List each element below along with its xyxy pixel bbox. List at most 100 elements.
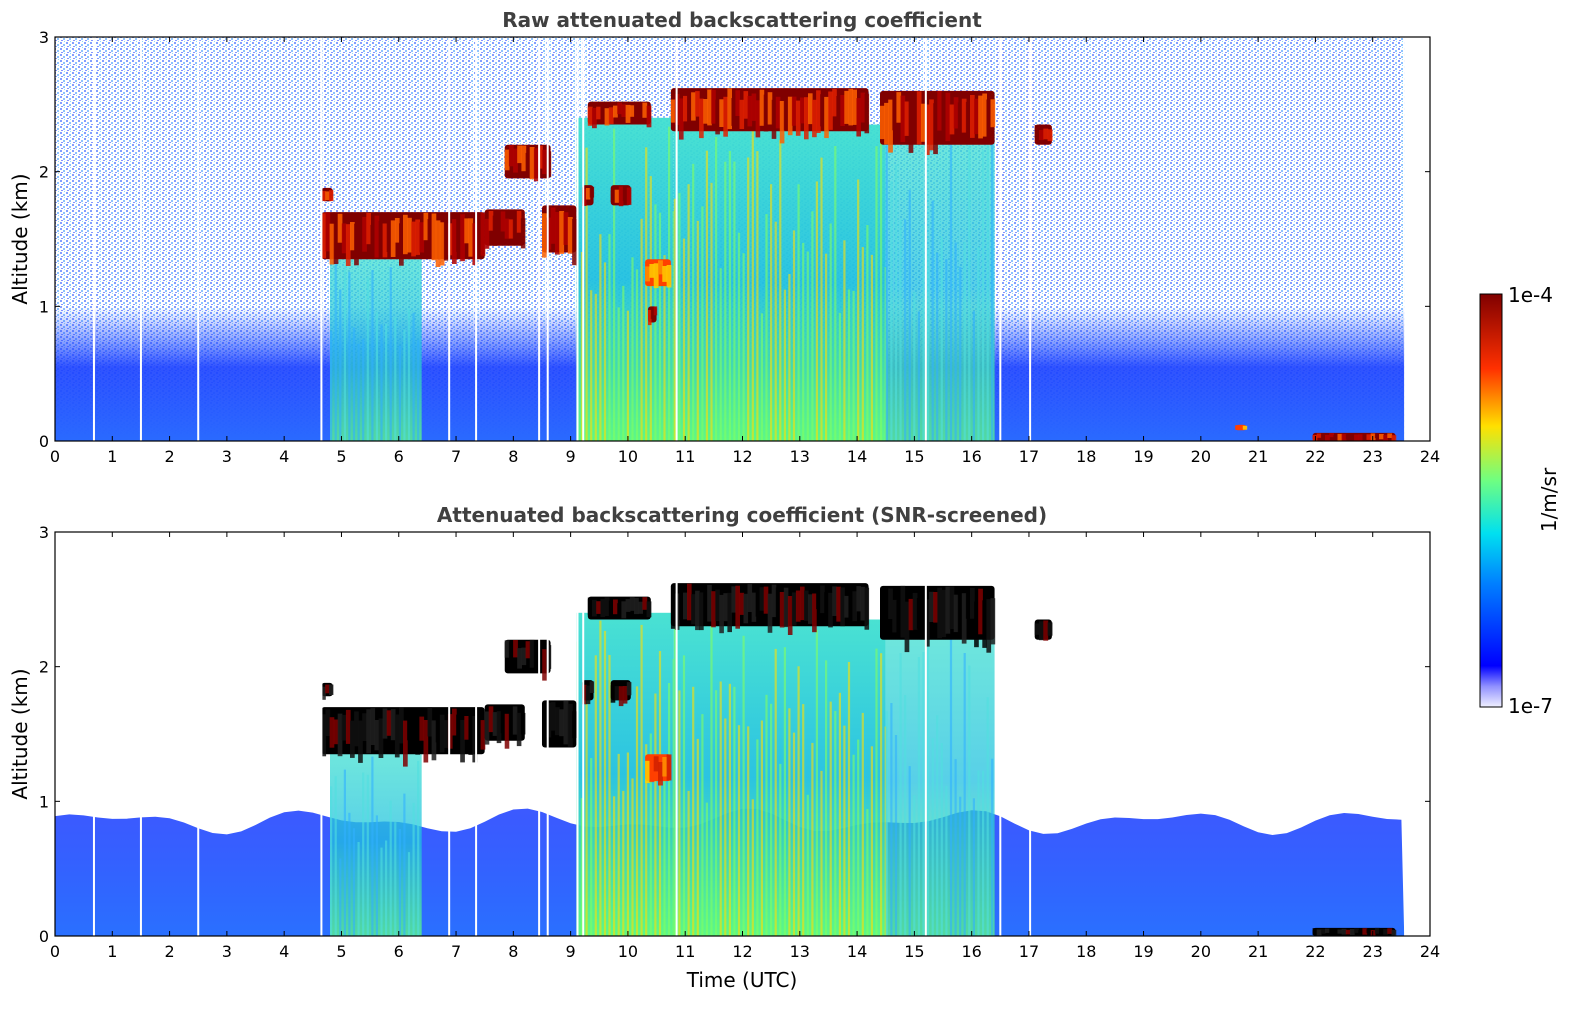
cloud-texture — [791, 592, 797, 626]
x-tick-label: 4 — [279, 942, 289, 961]
cloud-texture — [787, 96, 793, 136]
cloud-texture — [824, 96, 829, 139]
x-tick-label: 10 — [618, 447, 638, 466]
cloud-texture — [679, 587, 684, 620]
cloud-texture — [751, 93, 757, 121]
cloud-texture — [626, 187, 632, 205]
cloud-texture — [1047, 129, 1053, 142]
cloud-texture — [1391, 929, 1397, 936]
cloud-texture — [775, 587, 781, 619]
cloud-texture — [731, 586, 736, 613]
axis-ticks: 0 1 2 3 4 5 6 7 8 9 10 11 12 13 14 15 16 17 18 19 20 21 22 23 24… — [39, 523, 1440, 961]
precipitation-streak — [635, 686, 639, 936]
x-tick-label: 23 — [1363, 942, 1383, 961]
y-axis-label: Altitude (km) — [8, 173, 32, 304]
cloud-texture — [832, 586, 837, 616]
cloud-texture — [783, 88, 789, 131]
panel-raw: 0 1 2 3 4 5 6 7 8 9 10 11 12 13 14 15 16 17 18 19 20 21 22 23 24… — [8, 8, 1440, 466]
x-tick-label: 15 — [904, 447, 924, 466]
cloud-texture — [775, 96, 781, 129]
precipitation-streak — [705, 150, 708, 441]
cloud-texture — [634, 597, 639, 615]
precipitation-streak — [760, 720, 763, 936]
cloud-texture — [443, 221, 449, 261]
precipitation-streak — [788, 274, 791, 441]
cloud-texture — [1034, 125, 1040, 138]
colorbar-max-label: 1e-4 — [1508, 283, 1553, 307]
cloud-texture — [403, 720, 408, 767]
cloud-texture — [739, 99, 745, 129]
cloud-texture — [864, 587, 870, 630]
cloud-layer — [321, 88, 1397, 441]
cloud-texture — [604, 597, 610, 616]
axis-ticks: 0 1 2 3 4 5 6 7 8 9 10 11 12 13 14 15 16 17 18 19 20 21 22 23 24… — [39, 28, 1440, 466]
precipitation-streak — [733, 686, 736, 936]
precipitation-streak — [982, 150, 985, 441]
precipitation-streak — [348, 812, 351, 936]
cloud-texture — [1337, 929, 1343, 934]
cloud-texture — [1387, 433, 1393, 438]
cloud-texture — [542, 649, 547, 681]
cloud-texture — [719, 594, 724, 634]
cloud-texture — [370, 224, 376, 253]
cloud-texture — [464, 218, 469, 244]
cloud-texture — [350, 222, 355, 251]
cloud-texture — [460, 720, 465, 763]
cloud-texture — [974, 601, 979, 648]
precipitation-streak — [820, 157, 823, 441]
precipitation-streak — [959, 266, 962, 441]
cloud-texture — [508, 707, 514, 741]
cloud-texture — [1345, 929, 1351, 935]
precipitation-streak — [861, 247, 864, 441]
data-gap-line — [197, 37, 200, 441]
x-tick-label: 6 — [394, 447, 404, 466]
cloud-texture — [747, 95, 753, 127]
precipitation-streak — [774, 648, 777, 936]
cloud-texture — [366, 213, 371, 245]
cloud-texture — [816, 90, 821, 133]
cloud-texture — [626, 682, 632, 696]
data-gap-line — [999, 532, 1002, 936]
cloud-texture — [666, 754, 672, 781]
cloud-texture — [925, 599, 930, 647]
precipitation-streak — [613, 796, 616, 936]
cloud-texture — [711, 591, 716, 628]
cloud-texture — [929, 99, 934, 151]
cloud-texture — [779, 101, 785, 144]
precipitation-streak — [986, 139, 989, 441]
cloud-texture — [613, 105, 618, 118]
cloud-texture — [912, 101, 918, 142]
cloud-texture — [937, 587, 942, 639]
cloud-texture — [325, 684, 330, 694]
cloud-texture — [908, 100, 914, 153]
cloud-texture — [394, 218, 400, 243]
precipitation-layer — [330, 612, 995, 936]
cloud-texture — [589, 186, 595, 198]
precipitation-streak — [857, 739, 860, 936]
cloud-texture — [1043, 620, 1049, 641]
precipitation-streak — [687, 184, 690, 441]
precipitation-streak — [366, 774, 369, 936]
cloud-texture — [629, 597, 635, 611]
precipitation-streak — [880, 127, 883, 441]
precipitation-streak — [585, 147, 588, 441]
cloud-texture — [572, 711, 577, 739]
cloud-texture — [468, 218, 474, 257]
precipitation-streak — [797, 184, 800, 441]
precipitation-streak — [403, 329, 406, 441]
cloud-texture — [800, 97, 805, 124]
cloud-texture — [516, 712, 522, 747]
cloud-texture — [715, 99, 720, 135]
precipitation-streak — [407, 308, 411, 441]
precipitation-streak — [742, 253, 745, 441]
precipitation-streak — [663, 255, 666, 441]
cloud-texture — [1333, 929, 1339, 936]
precipitation-streak — [343, 265, 346, 441]
cloud-texture — [1354, 434, 1359, 441]
x-tick-label: 10 — [618, 942, 638, 961]
precipitation-streak — [742, 635, 745, 936]
cloud-texture — [496, 212, 502, 236]
cloud-texture — [787, 596, 793, 635]
precipitation-streak — [945, 785, 948, 936]
